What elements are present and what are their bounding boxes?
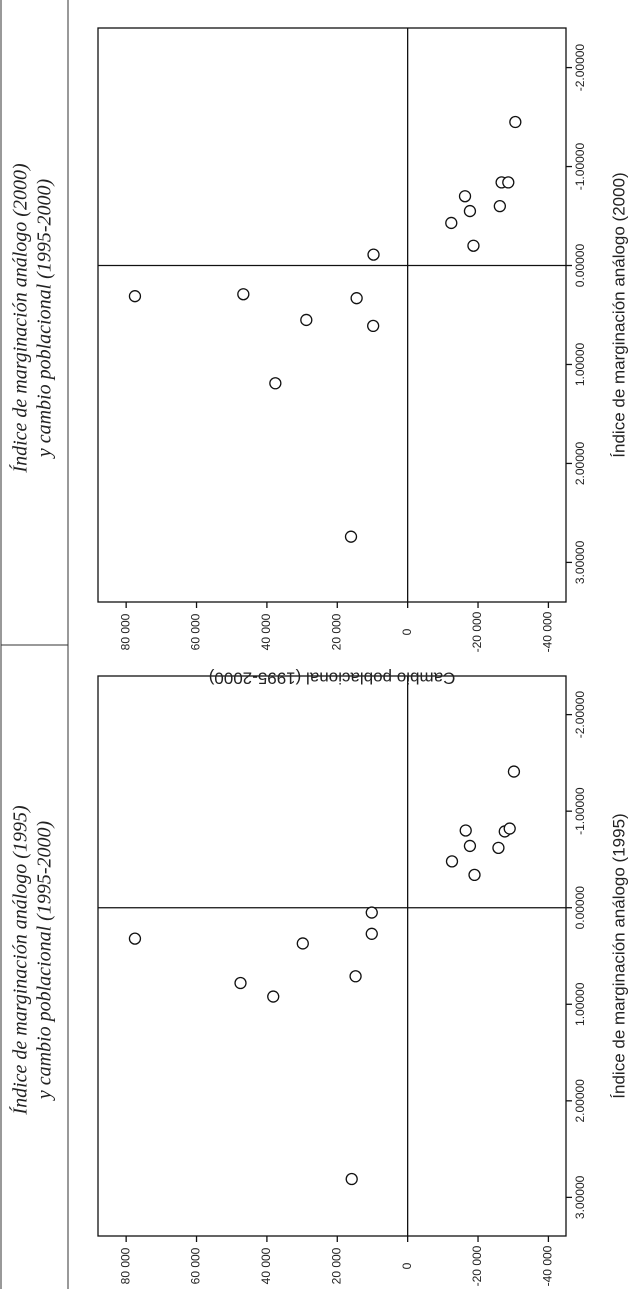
scatter-point [445,855,459,868]
y-tick-label: 0 [400,1262,414,1269]
scatter-point [468,868,481,882]
x-tick-label: -1.00000 [573,143,587,191]
scatter-point [507,765,521,778]
scatter-point [350,292,363,305]
y-tick-label: -20 000 [470,1245,484,1286]
x-axis-label: Índice de marginación análogo (2000) [609,172,628,457]
scatter-point [367,319,380,333]
scatter-point [237,288,250,301]
scatter-point [367,248,380,261]
x-tick-label: 1.00000 [573,982,587,1026]
x-tick-label: 3.00000 [573,1175,587,1219]
x-tick-label: 2.00000 [573,1079,587,1123]
scatter-point [463,204,477,218]
y-tick-label: -40 000 [541,611,555,652]
scatter-point [503,822,516,835]
scatter-point [344,530,358,543]
y-tick-label: 40 000 [259,1247,273,1284]
y-tick-label: 20 000 [329,613,343,650]
y-tick-label: 60 000 [189,1247,203,1284]
scatter-point [509,115,522,129]
scatter-point [445,216,458,230]
scatter-panel-2000: -2.00000 -1.00000 0.00000 1.00000 2.00000 3.0… [9,27,628,688]
scatter-point [493,199,506,213]
scatter-point [459,824,472,837]
scatter-point [128,932,142,945]
chart-title: Índice de marginación análogo (1995) [9,805,32,1116]
scatter-point [349,970,362,983]
scatter-point [269,377,282,390]
scatter-point [345,1172,358,1186]
y-axis-label: Cambio poblacional (1995-2000) [209,669,456,688]
x-tick-label: -1.00000 [573,787,587,835]
y-tick-label: 20 000 [329,1247,343,1284]
scatter-point [492,841,505,855]
chart-title: Índice de marginación análogo (2000) [9,163,32,474]
scatter-point [458,190,472,203]
scatter-point [128,290,142,303]
scatter-point [463,839,477,853]
x-tick-label: 3.00000 [573,540,587,584]
y-tick-label: 80 000 [118,1247,132,1284]
y-tick-label: -40 000 [541,1245,555,1286]
x-tick-label: 0.00000 [573,886,587,930]
scatter-point [300,313,313,327]
scatter-point [267,990,280,1003]
scatter-point [502,176,515,189]
plot-frame [97,675,567,1237]
x-tick-label: 2.00000 [573,441,587,485]
y-tick-label: 0 [400,628,414,635]
chart-subtitle: y cambio poblacional (1995-2000) [34,821,56,1102]
scatter-point [234,976,247,990]
x-tick-label: -2.00000 [573,691,587,739]
plot-frame [97,27,567,603]
scatter-point [365,906,378,919]
y-tick-label: 80 000 [118,613,132,650]
scatter-point [467,239,480,252]
x-tick-label: 1.00000 [573,342,587,386]
y-tick-label: -20 000 [470,611,484,652]
chart-subtitle: y cambio poblacional (1995-2000) [34,179,56,460]
scatter-panel-1995: -2.00000 -1.00000 0.00000 1.00000 2.00000 3.0… [9,675,628,1286]
x-tick-label: -2.00000 [573,44,587,92]
scatter-point [365,927,378,940]
y-tick-label: 40 000 [259,613,273,650]
x-axis-label: Índice de marginación análogo (1995) [609,813,628,1098]
scatter-point [296,937,309,950]
x-tick-label: 0.00000 [573,244,587,288]
y-tick-label: 60 000 [189,613,203,650]
